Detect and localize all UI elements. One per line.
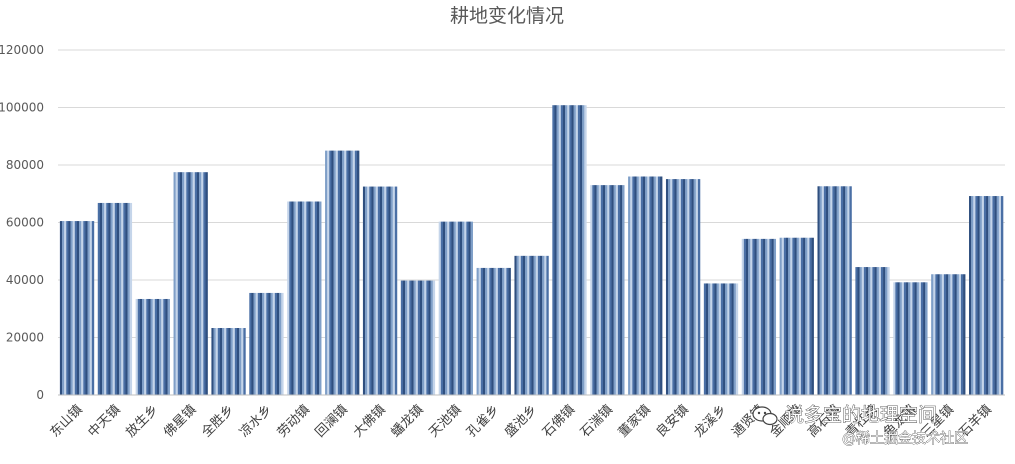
bar <box>135 298 170 395</box>
bar <box>400 280 436 395</box>
x-tick-label: 东山镇 <box>48 402 86 440</box>
bar <box>211 328 246 395</box>
bar <box>173 172 208 395</box>
bar <box>779 237 814 395</box>
x-tick-label: 放生乡 <box>123 402 161 440</box>
x-tick-label: 凉水乡 <box>237 402 275 440</box>
watermark-line1: 说多宝的地理空间 <box>785 404 937 426</box>
x-tick-label: 大佛镇 <box>351 402 389 440</box>
x-tick-label: 董家镇 <box>615 402 654 441</box>
watermark: 说多宝的地理空间 @稀土掘金技术社区 <box>752 404 968 447</box>
y-tick-label: 80000 <box>6 158 44 172</box>
bar <box>931 274 966 395</box>
x-tick-label: 孔雀乡 <box>464 402 502 440</box>
bars <box>59 105 1004 395</box>
bar <box>893 282 928 395</box>
bar <box>628 176 663 395</box>
bar <box>362 186 398 395</box>
bar <box>97 202 133 395</box>
bar <box>438 221 473 395</box>
x-tick-label: 蟠龙镇 <box>388 402 426 440</box>
bar <box>665 179 701 395</box>
x-tick-label: 天池镇 <box>426 402 464 440</box>
x-tick-label: 石佛镇 <box>540 402 578 440</box>
y-tick-label: 0 <box>36 388 44 402</box>
chart-title: 耕地变化情况 <box>450 5 564 27</box>
x-tick-label: 石湍镇 <box>578 402 616 440</box>
x-tick-label: 回澜镇 <box>313 402 351 440</box>
bar <box>855 267 890 395</box>
y-axis-ticks: 0 20000 40000 60000 80000 100000 120000 <box>0 43 44 402</box>
bar <box>325 150 360 395</box>
bar <box>514 255 549 395</box>
x-tick-label: 劳动镇 <box>274 402 313 441</box>
x-tick-label: 中天镇 <box>85 402 123 440</box>
bar <box>476 267 511 395</box>
x-tick-label: 全胜乡 <box>198 402 237 441</box>
y-tick-label: 100000 <box>0 101 44 115</box>
y-tick-label: 120000 <box>0 43 44 57</box>
bar <box>59 221 95 395</box>
x-tick-label: 盛池乡 <box>502 402 540 440</box>
x-tick-label: 良安镇 <box>653 402 692 441</box>
wechat-icon <box>752 406 778 426</box>
x-tick-label: 佛星镇 <box>161 402 199 440</box>
y-tick-label: 60000 <box>6 216 44 230</box>
y-tick-label: 20000 <box>6 331 44 345</box>
bar <box>552 105 587 395</box>
bar <box>590 185 625 395</box>
watermark-line2: @稀土掘金技术社区 <box>842 431 968 447</box>
bar <box>249 292 284 395</box>
bar <box>703 283 739 395</box>
x-tick-label: 龙溪乡 <box>692 402 730 440</box>
bar <box>287 201 322 395</box>
bar <box>969 196 1004 395</box>
bar <box>817 186 852 395</box>
bar <box>741 238 777 395</box>
y-tick-label: 40000 <box>6 273 44 287</box>
